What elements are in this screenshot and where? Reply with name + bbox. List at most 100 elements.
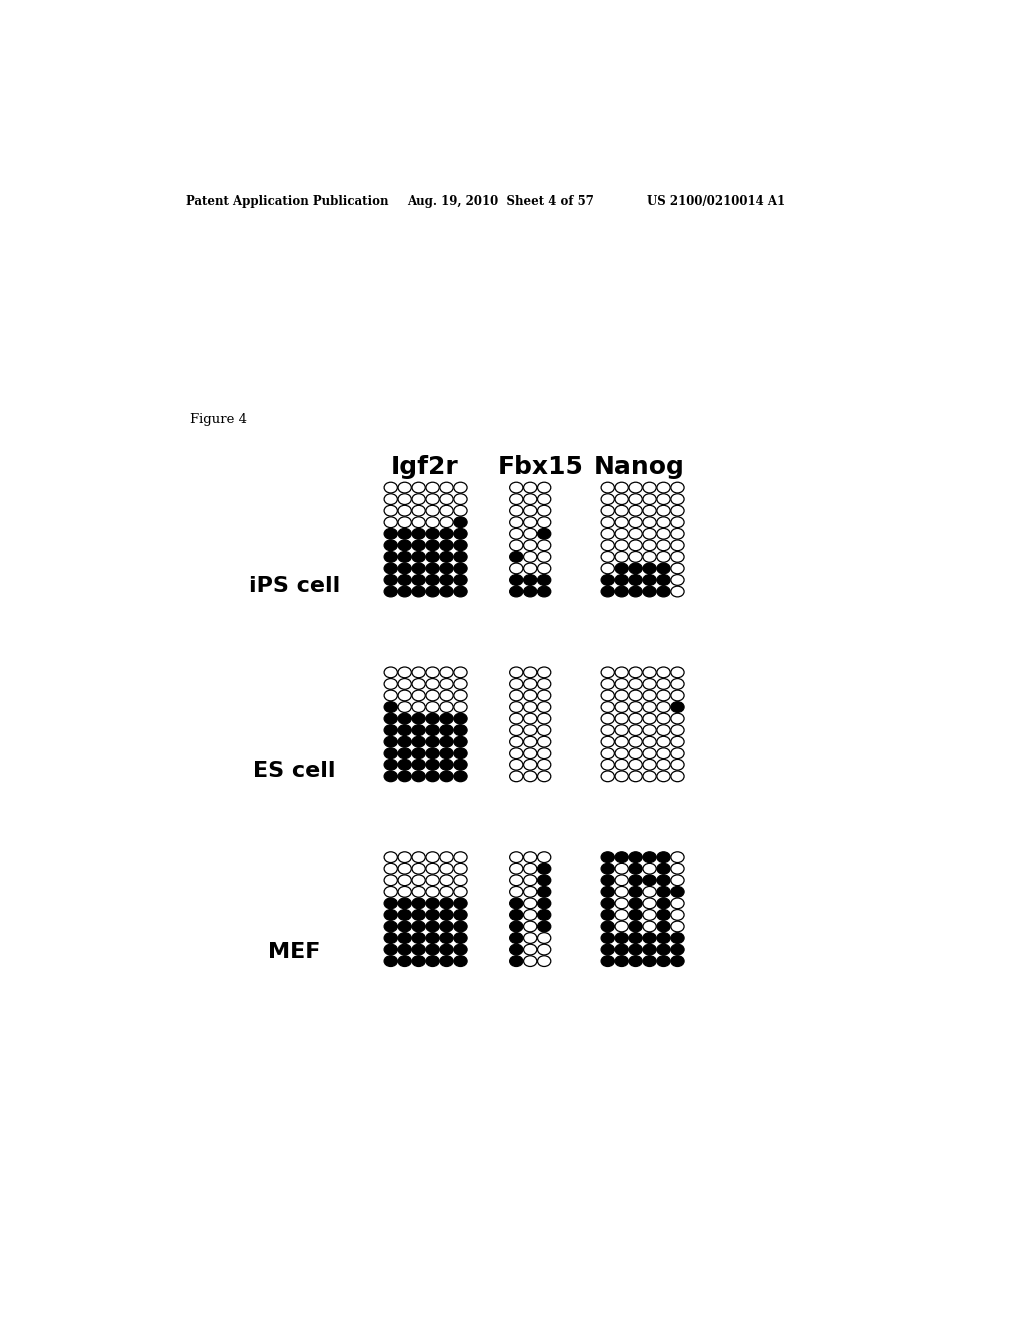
Ellipse shape	[412, 690, 425, 701]
Ellipse shape	[510, 482, 523, 492]
Ellipse shape	[615, 678, 629, 689]
Ellipse shape	[454, 574, 467, 585]
Ellipse shape	[615, 564, 629, 574]
Ellipse shape	[440, 898, 454, 908]
Ellipse shape	[538, 517, 551, 528]
Ellipse shape	[426, 956, 439, 966]
Ellipse shape	[440, 737, 454, 747]
Ellipse shape	[412, 506, 425, 516]
Text: Igf2r: Igf2r	[391, 455, 459, 479]
Ellipse shape	[398, 921, 412, 932]
Ellipse shape	[384, 564, 397, 574]
Ellipse shape	[657, 482, 670, 492]
Ellipse shape	[510, 933, 523, 944]
Ellipse shape	[601, 875, 614, 886]
Ellipse shape	[440, 909, 454, 920]
Ellipse shape	[523, 702, 537, 713]
Ellipse shape	[671, 552, 684, 562]
Ellipse shape	[510, 528, 523, 539]
Ellipse shape	[629, 748, 642, 759]
Ellipse shape	[523, 552, 537, 562]
Ellipse shape	[440, 690, 454, 701]
Ellipse shape	[398, 851, 412, 862]
Ellipse shape	[643, 667, 656, 677]
Ellipse shape	[510, 771, 523, 781]
Ellipse shape	[538, 482, 551, 492]
Ellipse shape	[538, 748, 551, 759]
Ellipse shape	[538, 678, 551, 689]
Ellipse shape	[412, 737, 425, 747]
Ellipse shape	[398, 887, 412, 898]
Ellipse shape	[454, 898, 467, 908]
Ellipse shape	[523, 887, 537, 898]
Ellipse shape	[601, 956, 614, 966]
Ellipse shape	[384, 678, 397, 689]
Ellipse shape	[657, 528, 670, 539]
Ellipse shape	[615, 725, 629, 735]
Ellipse shape	[384, 482, 397, 492]
Ellipse shape	[454, 759, 467, 770]
Ellipse shape	[510, 574, 523, 585]
Ellipse shape	[510, 552, 523, 562]
Ellipse shape	[629, 887, 642, 898]
Ellipse shape	[510, 748, 523, 759]
Ellipse shape	[510, 875, 523, 886]
Ellipse shape	[523, 574, 537, 585]
Ellipse shape	[412, 517, 425, 528]
Ellipse shape	[412, 851, 425, 862]
Ellipse shape	[384, 851, 397, 862]
Ellipse shape	[384, 944, 397, 954]
Ellipse shape	[538, 690, 551, 701]
Ellipse shape	[510, 702, 523, 713]
Ellipse shape	[629, 875, 642, 886]
Ellipse shape	[398, 909, 412, 920]
Ellipse shape	[601, 898, 614, 908]
Ellipse shape	[384, 956, 397, 966]
Ellipse shape	[615, 909, 629, 920]
Ellipse shape	[671, 586, 684, 597]
Ellipse shape	[657, 725, 670, 735]
Ellipse shape	[601, 690, 614, 701]
Ellipse shape	[538, 851, 551, 862]
Ellipse shape	[601, 702, 614, 713]
Ellipse shape	[615, 737, 629, 747]
Ellipse shape	[412, 586, 425, 597]
Ellipse shape	[643, 494, 656, 504]
Ellipse shape	[426, 713, 439, 723]
Ellipse shape	[426, 933, 439, 944]
Ellipse shape	[538, 586, 551, 597]
Ellipse shape	[440, 494, 454, 504]
Ellipse shape	[384, 748, 397, 759]
Ellipse shape	[629, 759, 642, 770]
Ellipse shape	[629, 909, 642, 920]
Ellipse shape	[384, 737, 397, 747]
Ellipse shape	[671, 875, 684, 886]
Ellipse shape	[426, 506, 439, 516]
Ellipse shape	[398, 667, 412, 677]
Ellipse shape	[398, 564, 412, 574]
Ellipse shape	[601, 944, 614, 954]
Ellipse shape	[440, 956, 454, 966]
Ellipse shape	[510, 863, 523, 874]
Ellipse shape	[629, 564, 642, 574]
Ellipse shape	[629, 713, 642, 723]
Ellipse shape	[657, 759, 670, 770]
Ellipse shape	[412, 725, 425, 735]
Ellipse shape	[412, 887, 425, 898]
Ellipse shape	[440, 887, 454, 898]
Ellipse shape	[657, 909, 670, 920]
Ellipse shape	[538, 494, 551, 504]
Ellipse shape	[629, 528, 642, 539]
Ellipse shape	[426, 748, 439, 759]
Ellipse shape	[601, 552, 614, 562]
Ellipse shape	[643, 552, 656, 562]
Ellipse shape	[657, 748, 670, 759]
Ellipse shape	[657, 678, 670, 689]
Ellipse shape	[510, 564, 523, 574]
Ellipse shape	[440, 863, 454, 874]
Ellipse shape	[440, 667, 454, 677]
Ellipse shape	[510, 506, 523, 516]
Ellipse shape	[671, 956, 684, 966]
Ellipse shape	[523, 713, 537, 723]
Ellipse shape	[426, 667, 439, 677]
